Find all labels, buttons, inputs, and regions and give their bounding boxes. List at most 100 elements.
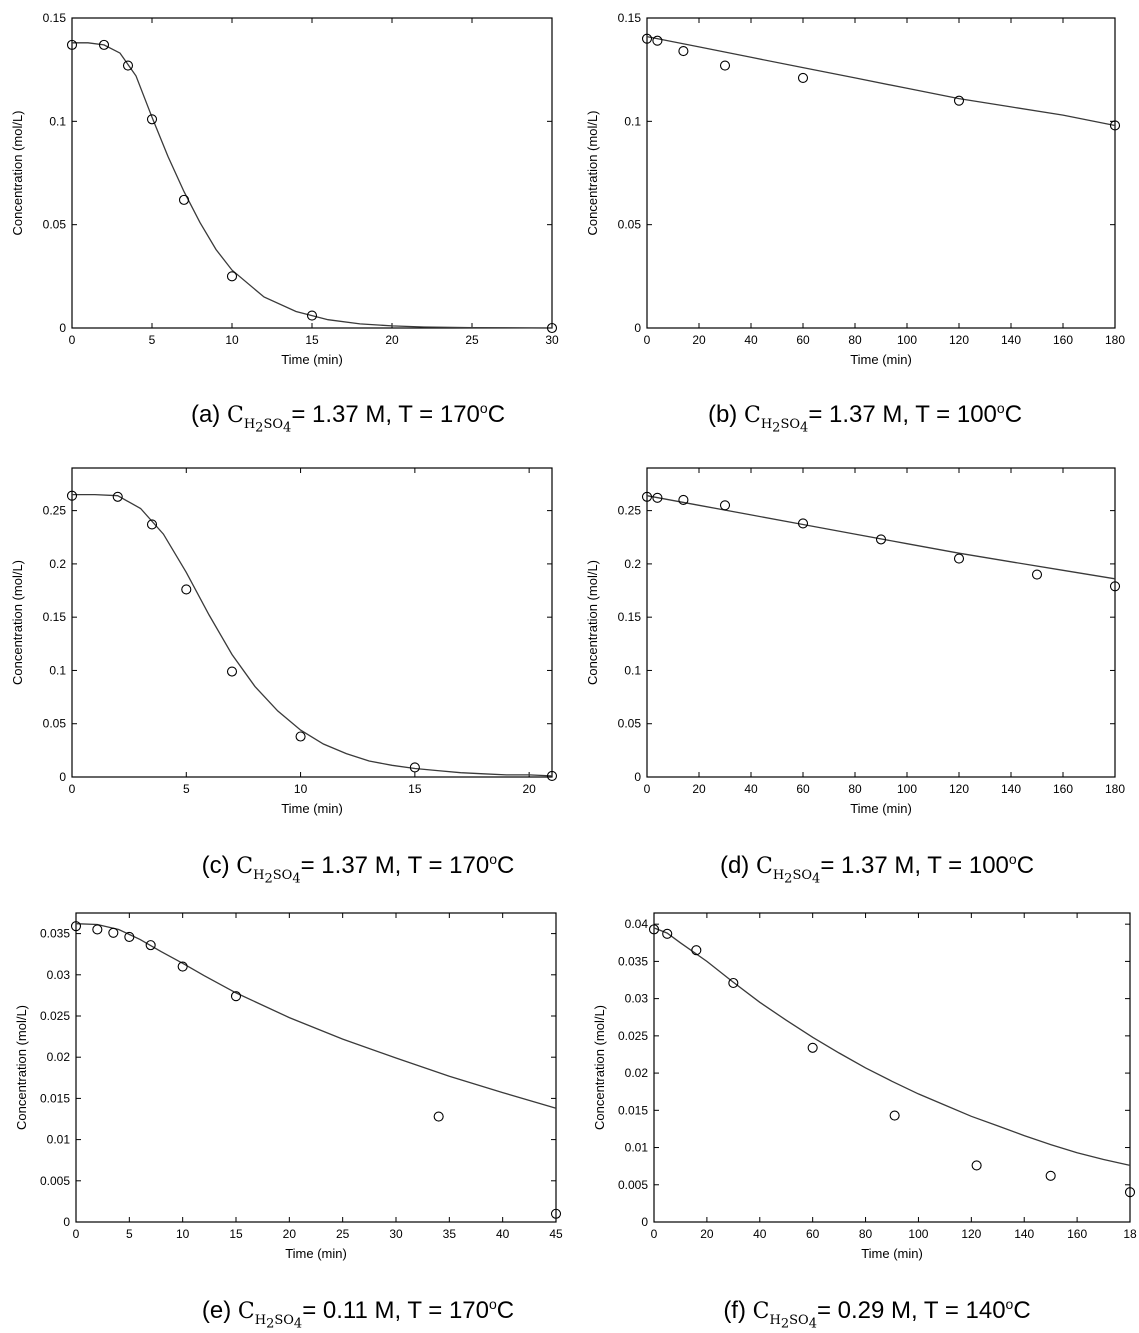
- data-point: [108, 927, 119, 938]
- y-tick-label: 0.25: [43, 504, 67, 518]
- x-tick-label: 15: [408, 782, 422, 796]
- data-point: [797, 518, 809, 529]
- data-point: [719, 60, 731, 71]
- x-tick-label: 100: [908, 1227, 928, 1241]
- chart-panel-c: 0 5 10 15 20 0 0.05 0.1 0.15 0.2 0.25 Time (min) Con…: [0, 455, 570, 830]
- data-point: [230, 991, 242, 1002]
- x-axis-label: Time (min): [285, 1246, 347, 1261]
- x-axis-label: Time (min): [861, 1246, 923, 1261]
- x-tick-label: 100: [897, 782, 917, 796]
- x-tick-label: 20: [692, 333, 706, 347]
- x-tick-label: 20: [385, 333, 399, 347]
- x-tick-label: 180: [1105, 782, 1125, 796]
- x-axis-label: Time (min): [281, 801, 343, 816]
- data-point: [652, 35, 663, 46]
- x-tick-label: 40: [753, 1227, 767, 1241]
- caption-f: (f) CH2SO4= 0.29 M, T = 140oC: [723, 1296, 1031, 1332]
- data-point: [146, 519, 158, 530]
- data-point: [641, 33, 653, 44]
- y-tick-label: 0.1: [624, 114, 641, 128]
- x-tick-label: 80: [859, 1227, 873, 1241]
- data-point: [691, 945, 702, 956]
- caption-d: (d) CH2SO4= 1.37 M, T = 100oC: [719, 851, 1035, 887]
- x-tick-label: 10: [294, 782, 308, 796]
- data-point: [1031, 569, 1043, 580]
- y-tick-label: 0.15: [618, 610, 642, 624]
- y-tick-label: 0.1: [49, 114, 66, 128]
- data-point: [306, 310, 318, 321]
- x-tick-label: 5: [126, 1227, 133, 1241]
- x-tick-label: 10: [225, 333, 239, 347]
- data-point: [66, 39, 78, 50]
- y-axis-label: Concentration (mol/L): [10, 111, 25, 236]
- x-tick-label: 5: [149, 333, 156, 347]
- data-point: [1045, 1170, 1056, 1181]
- y-tick-label: 0: [634, 321, 641, 335]
- data-point: [177, 961, 188, 972]
- y-tick-label: 0.05: [43, 218, 67, 232]
- x-tick-label: 120: [961, 1227, 981, 1241]
- fit-curve-c: [72, 493, 553, 777]
- plot-area-f: [653, 912, 1131, 1223]
- plot-area-e: [75, 912, 557, 1223]
- y-axis-label: Concentration (mol/L): [585, 560, 600, 685]
- x-tick-label: 160: [1053, 782, 1073, 796]
- chart-d-svg: 0 20 40 60 80 100 120 140 160 180 0 0.05 0.1 0.15 0.2 0…: [585, 467, 1125, 816]
- x-tick-label: 60: [796, 782, 810, 796]
- data-point: [98, 39, 110, 50]
- y-tick-label: 0: [59, 321, 66, 335]
- x-tick-label: 20: [283, 1227, 297, 1241]
- y-tick-label: 0.03: [625, 992, 649, 1006]
- x-axis-label: Time (min): [281, 352, 343, 367]
- x-tick-label: 40: [496, 1227, 510, 1241]
- x-tick-label: 40: [744, 333, 758, 347]
- data-point: [889, 1110, 900, 1121]
- x-tick-label: 0: [69, 333, 76, 347]
- plot-area-b: [646, 17, 1116, 329]
- chart-a-svg: 0 5 10 15 20 25 30 0 0.05 0.1 0.15 Time (min) Concen…: [10, 11, 559, 367]
- data-point: [146, 114, 158, 125]
- y-tick-label: 0.04: [625, 917, 649, 931]
- x-tick-label: 0: [69, 782, 76, 796]
- fit-curve-f: [653, 927, 1131, 1167]
- data-point: [797, 72, 809, 83]
- y-tick-label: 0.02: [47, 1050, 71, 1064]
- y-axis-label: Concentration (mol/L): [14, 1005, 29, 1130]
- x-tick-label: 30: [389, 1227, 403, 1241]
- x-tick-label: 140: [1001, 333, 1021, 347]
- data-point: [546, 322, 558, 334]
- x-tick-label: 35: [443, 1227, 457, 1241]
- x-tick-label: 40: [744, 782, 758, 796]
- plot-area-d: [646, 467, 1116, 778]
- x-tick-label: 15: [305, 333, 319, 347]
- fit-curve-a: [72, 42, 553, 329]
- data-point: [641, 491, 653, 502]
- y-tick-label: 0.02: [625, 1066, 649, 1080]
- x-tick-label: 160: [1053, 333, 1073, 347]
- data-point: [295, 731, 306, 742]
- y-tick-label: 0.05: [618, 717, 642, 731]
- y-tick-label: 0.015: [618, 1103, 648, 1117]
- y-tick-label: 0.025: [40, 1009, 70, 1023]
- data-point: [92, 924, 103, 935]
- y-tick-label: 0.025: [618, 1029, 648, 1043]
- data-point: [181, 584, 192, 595]
- y-tick-label: 0.005: [40, 1174, 70, 1188]
- data-point: [807, 1042, 818, 1053]
- data-point: [178, 194, 190, 205]
- chart-b-svg: 0 20 40 60 80 100 120 140 160 180 0 0.05 0.1 0.15 Time…: [585, 11, 1125, 367]
- fit-curve-b: [646, 35, 1116, 127]
- y-tick-label: 0.1: [624, 663, 641, 677]
- data-point: [70, 921, 82, 932]
- caption-e: (e) CH2SO4= 0.11 M, T = 170oC: [201, 1296, 515, 1332]
- x-tick-label: 100: [897, 333, 917, 347]
- y-tick-label: 0.2: [624, 557, 641, 571]
- y-tick-label: 0: [59, 770, 66, 784]
- chart-panel-e: 0 5 10 15 20 25 30 35 40 45 0 0.005 0.01 0.015 0.02 0.0…: [0, 900, 570, 1275]
- x-tick-label: 20: [700, 1227, 714, 1241]
- x-axis-label: Time (min): [850, 801, 912, 816]
- x-tick-label: 120: [949, 333, 969, 347]
- x-tick-label: 0: [644, 782, 651, 796]
- y-tick-label: 0.1: [49, 663, 66, 677]
- caption-b: (b) CH2SO4= 1.37 M, T = 100oC: [707, 400, 1023, 436]
